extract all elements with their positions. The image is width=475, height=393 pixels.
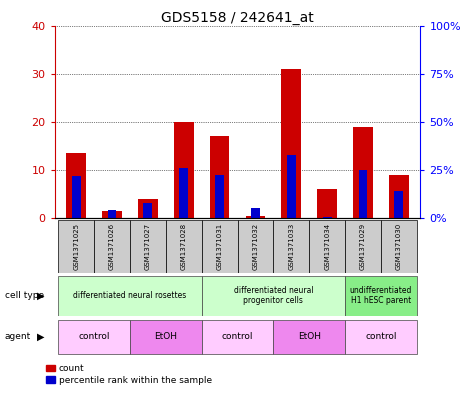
Bar — [58, 276, 202, 316]
Bar — [202, 220, 238, 273]
Bar — [130, 220, 166, 273]
Text: differentiated neural rosettes: differentiated neural rosettes — [73, 291, 187, 300]
Text: GSM1371034: GSM1371034 — [324, 223, 330, 270]
Text: GSM1371029: GSM1371029 — [360, 223, 366, 270]
Bar — [58, 220, 94, 273]
Bar — [166, 220, 202, 273]
Bar — [246, 216, 266, 218]
Bar — [381, 220, 417, 273]
Text: GSM1371026: GSM1371026 — [109, 223, 115, 270]
Bar — [281, 69, 301, 218]
Text: ▶: ▶ — [37, 332, 44, 342]
Text: agent: agent — [5, 332, 31, 342]
Text: differentiated neural
progenitor cells: differentiated neural progenitor cells — [234, 286, 313, 305]
Bar — [102, 211, 122, 218]
Bar — [107, 210, 116, 218]
Bar — [323, 217, 332, 218]
Bar — [143, 203, 152, 218]
Text: cell type: cell type — [5, 291, 44, 300]
Text: GSM1371032: GSM1371032 — [252, 223, 258, 270]
Bar — [353, 127, 373, 218]
Bar — [58, 320, 130, 354]
Text: control: control — [222, 332, 253, 342]
Bar — [317, 189, 337, 218]
Text: GSM1371027: GSM1371027 — [145, 223, 151, 270]
Bar — [66, 153, 86, 218]
Text: undifferentiated
H1 hESC parent: undifferentiated H1 hESC parent — [350, 286, 412, 305]
Bar — [345, 220, 381, 273]
Bar — [345, 320, 417, 354]
Bar — [273, 220, 309, 273]
Title: GDS5158 / 242641_at: GDS5158 / 242641_at — [161, 11, 314, 24]
Text: control: control — [78, 332, 110, 342]
Text: GSM1371028: GSM1371028 — [180, 223, 187, 270]
Text: GSM1371031: GSM1371031 — [217, 223, 223, 270]
Bar — [202, 276, 345, 316]
Text: GSM1371033: GSM1371033 — [288, 223, 294, 270]
Bar — [309, 220, 345, 273]
Bar — [94, 220, 130, 273]
Text: EtOH: EtOH — [298, 332, 321, 342]
Bar — [394, 191, 403, 218]
Bar — [287, 154, 296, 218]
Bar — [359, 170, 368, 218]
Bar — [389, 175, 408, 218]
Legend: count, percentile rank within the sample: count, percentile rank within the sample — [43, 360, 216, 389]
Bar — [209, 136, 229, 218]
Bar — [202, 320, 273, 354]
Bar — [174, 122, 194, 218]
Bar — [273, 320, 345, 354]
Bar — [345, 276, 417, 316]
Bar — [138, 199, 158, 218]
Text: GSM1371025: GSM1371025 — [73, 223, 79, 270]
Text: EtOH: EtOH — [154, 332, 177, 342]
Bar — [72, 176, 81, 218]
Bar — [130, 320, 202, 354]
Bar — [238, 220, 273, 273]
Bar — [251, 208, 260, 218]
Text: control: control — [365, 332, 397, 342]
Text: ▶: ▶ — [37, 291, 44, 301]
Bar — [215, 175, 224, 218]
Bar — [179, 168, 188, 218]
Text: GSM1371030: GSM1371030 — [396, 223, 402, 270]
